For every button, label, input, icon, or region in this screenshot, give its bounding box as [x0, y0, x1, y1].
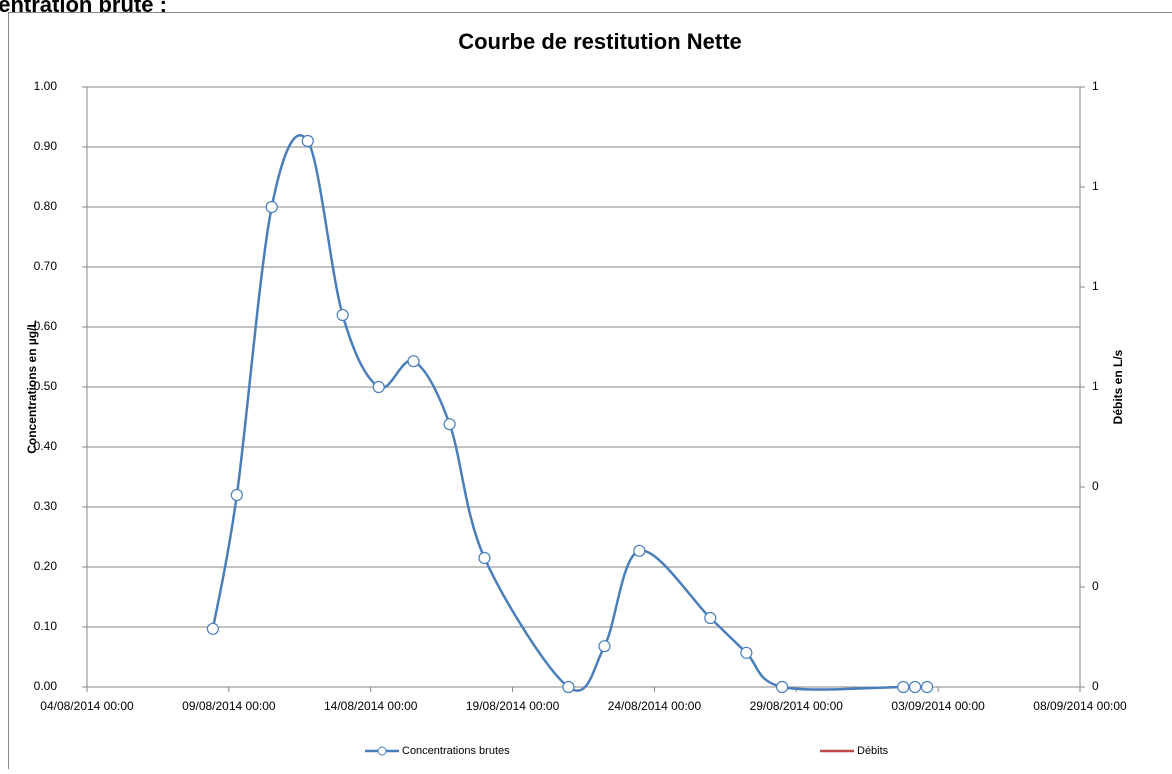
data-point — [408, 356, 419, 367]
data-point — [898, 682, 909, 693]
data-point — [207, 623, 218, 634]
legend-marker — [378, 747, 386, 755]
data-point — [231, 490, 242, 501]
y-tick-label: 0.60 — [34, 319, 58, 333]
y-tick-label: 0.50 — [34, 379, 58, 393]
x-tick-label: 24/08/2014 00:00 — [608, 699, 702, 713]
y-tick-label: 0.30 — [34, 499, 58, 513]
y-tick-label: 0.70 — [34, 259, 58, 273]
y2-tick-label: 0 — [1092, 479, 1099, 493]
data-point — [777, 682, 788, 693]
data-point — [266, 202, 277, 213]
x-tick-label: 04/08/2014 00:00 — [40, 699, 134, 713]
x-tick-label: 19/08/2014 00:00 — [466, 699, 560, 713]
data-point — [479, 553, 490, 564]
x-tick-label: 09/08/2014 00:00 — [182, 699, 276, 713]
y-tick-label: 1.00 — [34, 79, 58, 93]
data-point — [741, 647, 752, 658]
data-point — [599, 641, 610, 652]
y2-tick-label: 1 — [1092, 179, 1099, 193]
y2-tick-label: 1 — [1092, 379, 1099, 393]
y2-axis-title: Débits en L/s — [1111, 349, 1125, 424]
x-tick-label: 03/09/2014 00:00 — [891, 699, 985, 713]
y2-tick-label: 0 — [1092, 579, 1099, 593]
data-point — [910, 682, 921, 693]
y-tick-label: 0.20 — [34, 559, 58, 573]
data-point — [705, 613, 716, 624]
data-point — [922, 682, 933, 693]
data-point — [634, 545, 645, 556]
x-tick-label: 08/09/2014 00:00 — [1033, 699, 1127, 713]
chart-title: Courbe de restitution Nette — [458, 29, 742, 54]
y-tick-label: 0.00 — [34, 679, 58, 693]
y-tick-label: 0.10 — [34, 619, 58, 633]
y2-tick-label: 0 — [1092, 679, 1099, 693]
chart-frame — [9, 13, 1172, 770]
data-point — [373, 382, 384, 393]
data-point — [563, 682, 574, 693]
y-tick-label: 0.90 — [34, 139, 58, 153]
data-point — [302, 136, 313, 147]
y2-tick-label: 1 — [1092, 79, 1099, 93]
data-point — [444, 419, 455, 430]
y-tick-label: 0.80 — [34, 199, 58, 213]
y2-tick-label: 1 — [1092, 279, 1099, 293]
x-tick-label: 14/08/2014 00:00 — [324, 699, 418, 713]
x-tick-label: 29/08/2014 00:00 — [750, 699, 844, 713]
y-tick-label: 0.40 — [34, 439, 58, 453]
legend-label: Débits — [857, 745, 889, 757]
legend-label: Concentrations brutes — [402, 745, 510, 757]
data-point — [337, 310, 348, 321]
